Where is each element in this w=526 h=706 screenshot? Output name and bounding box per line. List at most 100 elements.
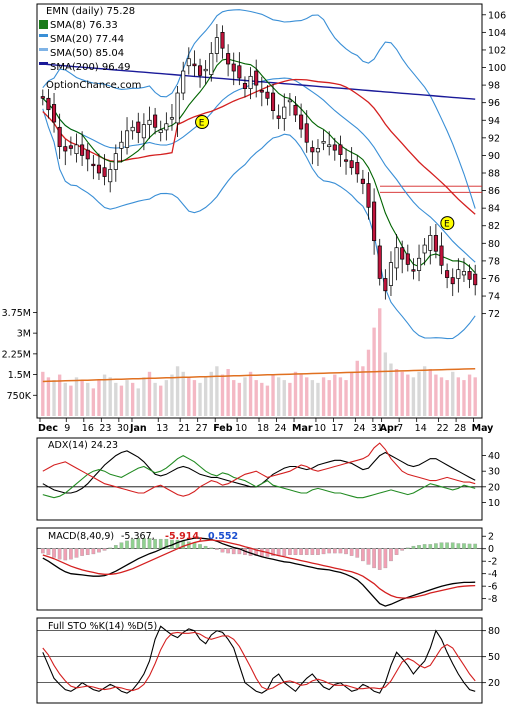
volume-bar xyxy=(333,374,337,416)
stochastic-panel-frame xyxy=(36,617,483,704)
candle-body xyxy=(265,91,270,99)
macd-histogram-bar xyxy=(125,540,129,549)
macd-histogram-bar xyxy=(220,548,225,553)
adx-series-di xyxy=(42,442,476,497)
macd-histogram-bar xyxy=(69,548,73,560)
price-tick-label: 104 xyxy=(488,28,506,39)
macd-histogram-bar xyxy=(299,548,303,555)
volume-bar xyxy=(142,377,146,416)
candle-body xyxy=(91,163,96,167)
date-tick-label: 24 xyxy=(353,423,365,434)
date-tick-label: Dec xyxy=(38,423,58,434)
price-tick-label: 94 xyxy=(488,116,500,127)
macd-histogram-bar xyxy=(377,548,382,570)
volume-bar xyxy=(428,369,432,416)
volume-bar xyxy=(260,382,264,416)
volume-bar xyxy=(439,377,444,416)
volume-bar xyxy=(119,385,124,416)
price-tick-label: 100 xyxy=(488,63,506,74)
macd-histogram-bar xyxy=(332,548,337,554)
macd-histogram-bar xyxy=(198,544,202,549)
adx-tick-label: 40 xyxy=(488,451,500,462)
candle-body xyxy=(338,144,343,155)
macd-histogram-bar xyxy=(344,548,348,555)
volume-bar xyxy=(378,308,382,416)
volume-bar xyxy=(422,366,427,416)
earnings-marker-label: E xyxy=(444,220,450,230)
volume-bar xyxy=(192,380,197,416)
macd-histogram-bar xyxy=(136,538,141,549)
macd-histogram-bar xyxy=(462,543,466,549)
candle-body xyxy=(254,70,259,86)
date-tick-label: 9 xyxy=(64,423,70,434)
adx-series-di xyxy=(42,454,476,499)
macd-histogram-bar xyxy=(142,538,146,549)
volume-bar xyxy=(321,377,326,416)
macd-histogram-bar xyxy=(147,538,152,549)
legend-entry-sma200: SMA(200) 96.49 xyxy=(50,62,131,73)
price-tick-label: 74 xyxy=(488,292,500,303)
volume-bar xyxy=(417,371,421,416)
macd-histogram-bar xyxy=(209,547,214,549)
candle-body xyxy=(411,269,416,272)
volume-bar xyxy=(108,377,112,416)
price-tick-label: 92 xyxy=(488,133,500,144)
macd-histogram-bar xyxy=(91,548,96,555)
price-legend: EMN (daily) 75.28 SMA(8) 76.33 SMA(20) 7… xyxy=(39,6,141,91)
macd-histogram-bar xyxy=(102,548,107,551)
volume-bar xyxy=(41,371,45,416)
candle-body xyxy=(68,145,73,149)
macd-series-layer xyxy=(37,537,482,607)
legend-swatch-sma50 xyxy=(39,48,48,51)
date-tick-label: 13 xyxy=(156,423,168,434)
candle-body xyxy=(130,126,135,132)
candle-body xyxy=(450,277,455,285)
volume-bar xyxy=(147,371,152,416)
adx-tick-label: 20 xyxy=(488,482,500,493)
candle-body xyxy=(102,167,107,177)
date-tick-label: May xyxy=(472,423,495,434)
candle-body xyxy=(388,262,393,286)
bollinger-lower-band xyxy=(42,108,476,340)
macd-histogram-bar xyxy=(428,544,433,549)
macd-histogram-value: 0.552 xyxy=(208,531,238,542)
macd-histogram-bar xyxy=(108,547,113,549)
legend-swatch-sma200 xyxy=(39,62,48,65)
stochastic-series-layer xyxy=(37,625,482,694)
candle-body xyxy=(108,169,113,183)
legend-entry-sma20: SMA(20) 77.44 xyxy=(50,34,124,45)
candle-body xyxy=(40,96,45,99)
volume-bar xyxy=(349,371,354,416)
macd-histogram-bar xyxy=(63,548,68,561)
price-panel-frame xyxy=(36,3,483,419)
date-tick-label: 21 xyxy=(178,423,190,434)
candle-body xyxy=(237,65,242,79)
candle-body xyxy=(186,58,191,67)
date-tick-label: 24 xyxy=(275,423,287,434)
candle-body xyxy=(214,37,219,54)
candle-body xyxy=(439,245,444,266)
macd-histogram-bar xyxy=(411,545,416,549)
macd-histogram-bar xyxy=(181,540,186,549)
macd-histogram-bar xyxy=(445,542,449,549)
macd-histogram-bar xyxy=(46,548,51,555)
volume-bar xyxy=(63,382,67,416)
macd-histogram-bar xyxy=(85,548,90,555)
volume-bar xyxy=(411,377,416,416)
price-tick-label: 86 xyxy=(488,186,500,197)
candle-body xyxy=(282,106,287,119)
volume-bar xyxy=(125,380,129,416)
candle-body xyxy=(327,144,332,147)
candle-body xyxy=(344,159,349,162)
candle-body xyxy=(405,253,410,265)
volume-bar xyxy=(316,382,320,416)
volume-bar xyxy=(187,377,191,416)
sma200-line xyxy=(42,63,476,100)
macd-tick-label: 0 xyxy=(488,544,494,555)
volume-bar xyxy=(394,369,399,416)
volume-bar xyxy=(220,374,225,416)
volume-bar xyxy=(406,374,410,416)
date-tick-label: 23 xyxy=(99,423,111,434)
legend-entry-sma8: SMA(8) 76.33 xyxy=(50,20,118,31)
candle-body xyxy=(394,247,399,269)
